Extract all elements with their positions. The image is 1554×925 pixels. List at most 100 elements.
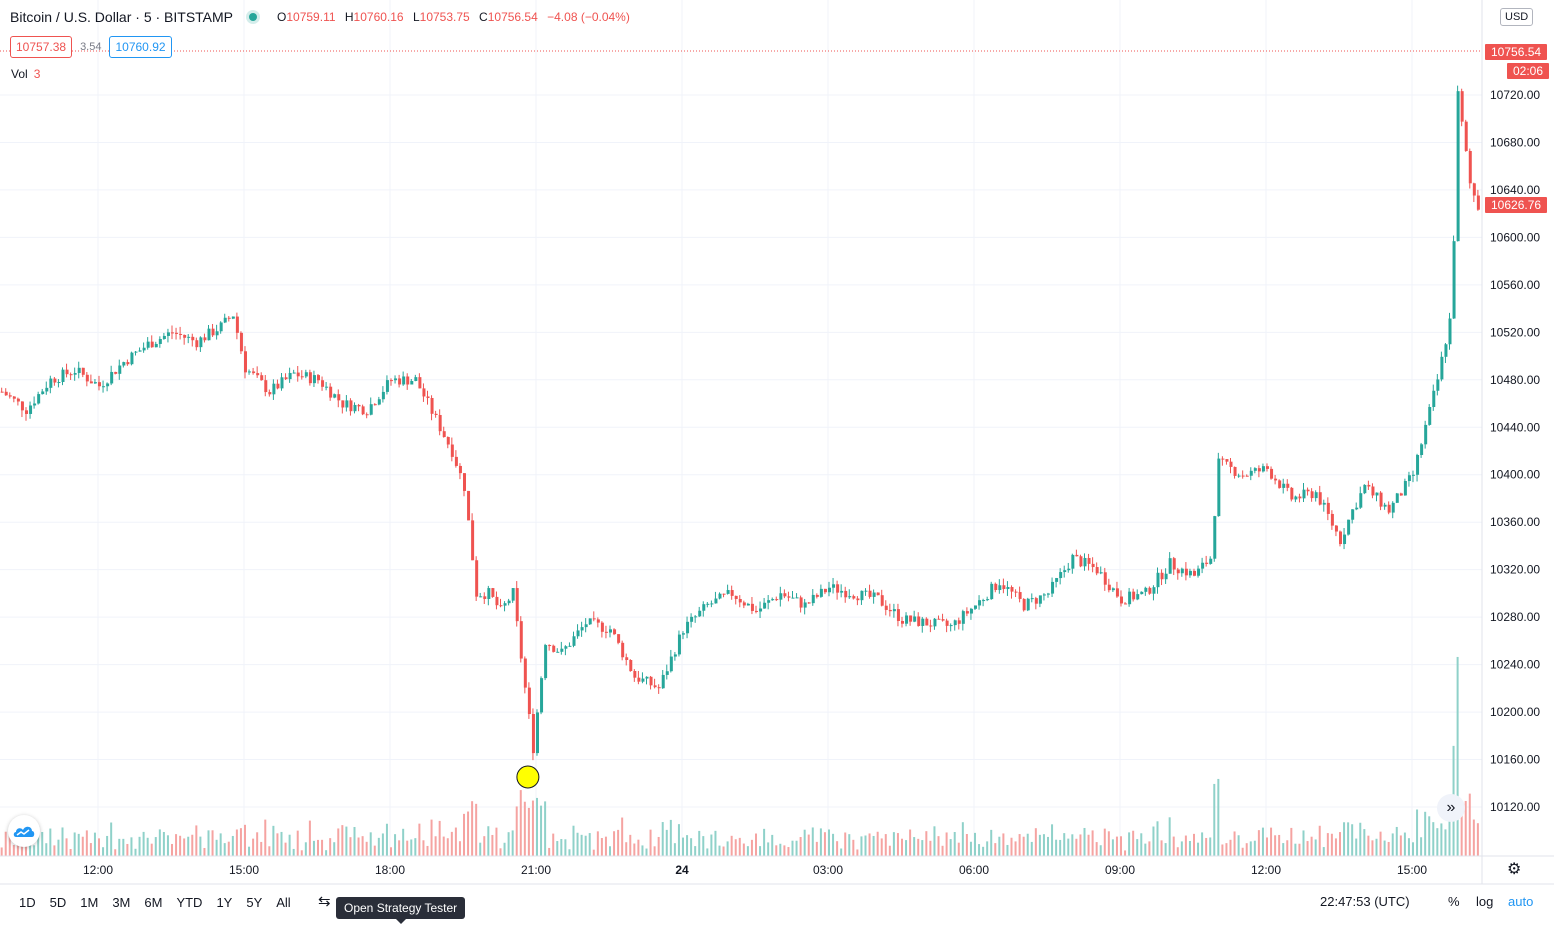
candle-body (540, 678, 544, 713)
volume-bar (122, 838, 125, 856)
volume-bar (166, 835, 169, 856)
candle-body (925, 618, 929, 626)
log-scale-toggle[interactable]: log (1476, 894, 1494, 909)
candle-body (994, 583, 998, 591)
volume-bar (1294, 843, 1297, 856)
candle-body (296, 372, 300, 377)
candle-body (637, 677, 641, 682)
volume-bar (519, 790, 522, 856)
date-range-selector: 1D 5D 1M 3M 6M YTD 1Y 5Y All (12, 895, 298, 910)
candle-body (373, 404, 377, 406)
percent-scale-toggle[interactable]: % (1448, 894, 1460, 909)
candle-body (402, 376, 406, 385)
volume-bar (807, 834, 810, 856)
range-5d[interactable]: 5D (49, 894, 67, 910)
range-ytd[interactable]: YTD (176, 894, 203, 910)
candle-body (787, 596, 791, 598)
candle-body (653, 685, 657, 688)
candle-body (665, 671, 669, 675)
symbol-title[interactable]: Bitcoin / U.S. Dollar · 5 · BITSTAMP (10, 9, 234, 25)
change-value: −4.08 (−0.04%) (547, 10, 630, 24)
buy-button[interactable]: 10760.92 (109, 36, 172, 58)
scroll-to-realtime-button[interactable]: » (1437, 794, 1465, 822)
range-all[interactable]: All (276, 894, 291, 910)
candle-body (763, 602, 767, 609)
candle-body (965, 611, 969, 614)
candle-body (1472, 183, 1476, 196)
volume-bar (1197, 842, 1200, 856)
candle-body (1010, 587, 1014, 592)
volume-bar (183, 838, 186, 856)
volume-bar (592, 849, 595, 856)
range-1m[interactable]: 1M (80, 894, 99, 910)
candle-body (77, 367, 81, 374)
candle-body (531, 714, 535, 754)
candle-body (1436, 379, 1440, 391)
candle-body (1257, 468, 1261, 472)
candle-body (657, 687, 661, 689)
candle-body (1375, 492, 1379, 496)
currency-button[interactable]: USD (1500, 8, 1534, 26)
utc-clock[interactable]: 22:47:53 (UTC) (1320, 894, 1410, 909)
candle-body (649, 676, 653, 686)
volume-bar (868, 833, 871, 856)
volume-bar (613, 831, 616, 856)
volume-bar (142, 831, 145, 856)
candle-body (394, 378, 398, 381)
candle-body (369, 404, 373, 415)
candle-body (1205, 562, 1209, 564)
candle-body (519, 621, 523, 659)
volume-bar (682, 837, 684, 856)
volume-bar (406, 840, 409, 856)
range-1y[interactable]: 1Y (216, 894, 233, 910)
candle-body (552, 645, 556, 652)
candle-body (1306, 489, 1310, 492)
candle-body (957, 620, 961, 624)
range-1d[interactable]: 1D (19, 894, 36, 910)
volume-bar (1476, 823, 1479, 856)
volume-bar (1334, 838, 1337, 856)
volume-bar (390, 847, 392, 856)
candle-body (1371, 486, 1375, 496)
volume-bar (1091, 830, 1094, 856)
candle-body (1168, 558, 1172, 574)
candle-body (592, 618, 596, 620)
volume-bar (89, 843, 92, 856)
candle-body (349, 400, 353, 412)
volume-bar (694, 846, 697, 856)
sell-button[interactable]: 10757.38 (10, 36, 73, 58)
y-tick-label: 10320.00 (1490, 563, 1540, 577)
volume-bar (1261, 827, 1264, 856)
volume-bar (507, 832, 510, 856)
volume-bar (637, 839, 640, 856)
tradingview-logo-button[interactable] (8, 815, 40, 847)
volume-bar (284, 842, 287, 856)
candle-body (130, 352, 134, 365)
range-6m[interactable]: 6M (144, 894, 163, 910)
candle-body (495, 596, 499, 606)
x-tick-label: 12:00 (83, 863, 113, 877)
volume-bar (876, 831, 879, 856)
volume-label[interactable]: Vol (11, 67, 28, 81)
candle-body (1002, 585, 1006, 590)
range-5y[interactable]: 5Y (246, 894, 263, 910)
volume-bar (531, 800, 534, 856)
candle-body (775, 599, 779, 601)
range-3m[interactable]: 3M (112, 894, 131, 910)
volume-bar (888, 845, 891, 856)
candle-body (1424, 424, 1428, 445)
settings-gear-icon[interactable]: ⚙ (1507, 861, 1522, 878)
volume-bar (365, 841, 368, 856)
auto-scale-toggle[interactable]: auto (1508, 894, 1534, 909)
volume-bar (1464, 800, 1467, 856)
candle-body (503, 603, 507, 606)
strategy-tester-tooltip: Open Strategy Tester (336, 897, 466, 924)
candle-body (458, 465, 462, 474)
volume-bar (1318, 825, 1321, 856)
volume-bar (1347, 822, 1350, 856)
volume-bar (1363, 829, 1366, 856)
volume-bar (454, 827, 457, 856)
strategy-tester-icon[interactable]: ⇆ (318, 893, 331, 910)
volume-bar (458, 841, 461, 856)
